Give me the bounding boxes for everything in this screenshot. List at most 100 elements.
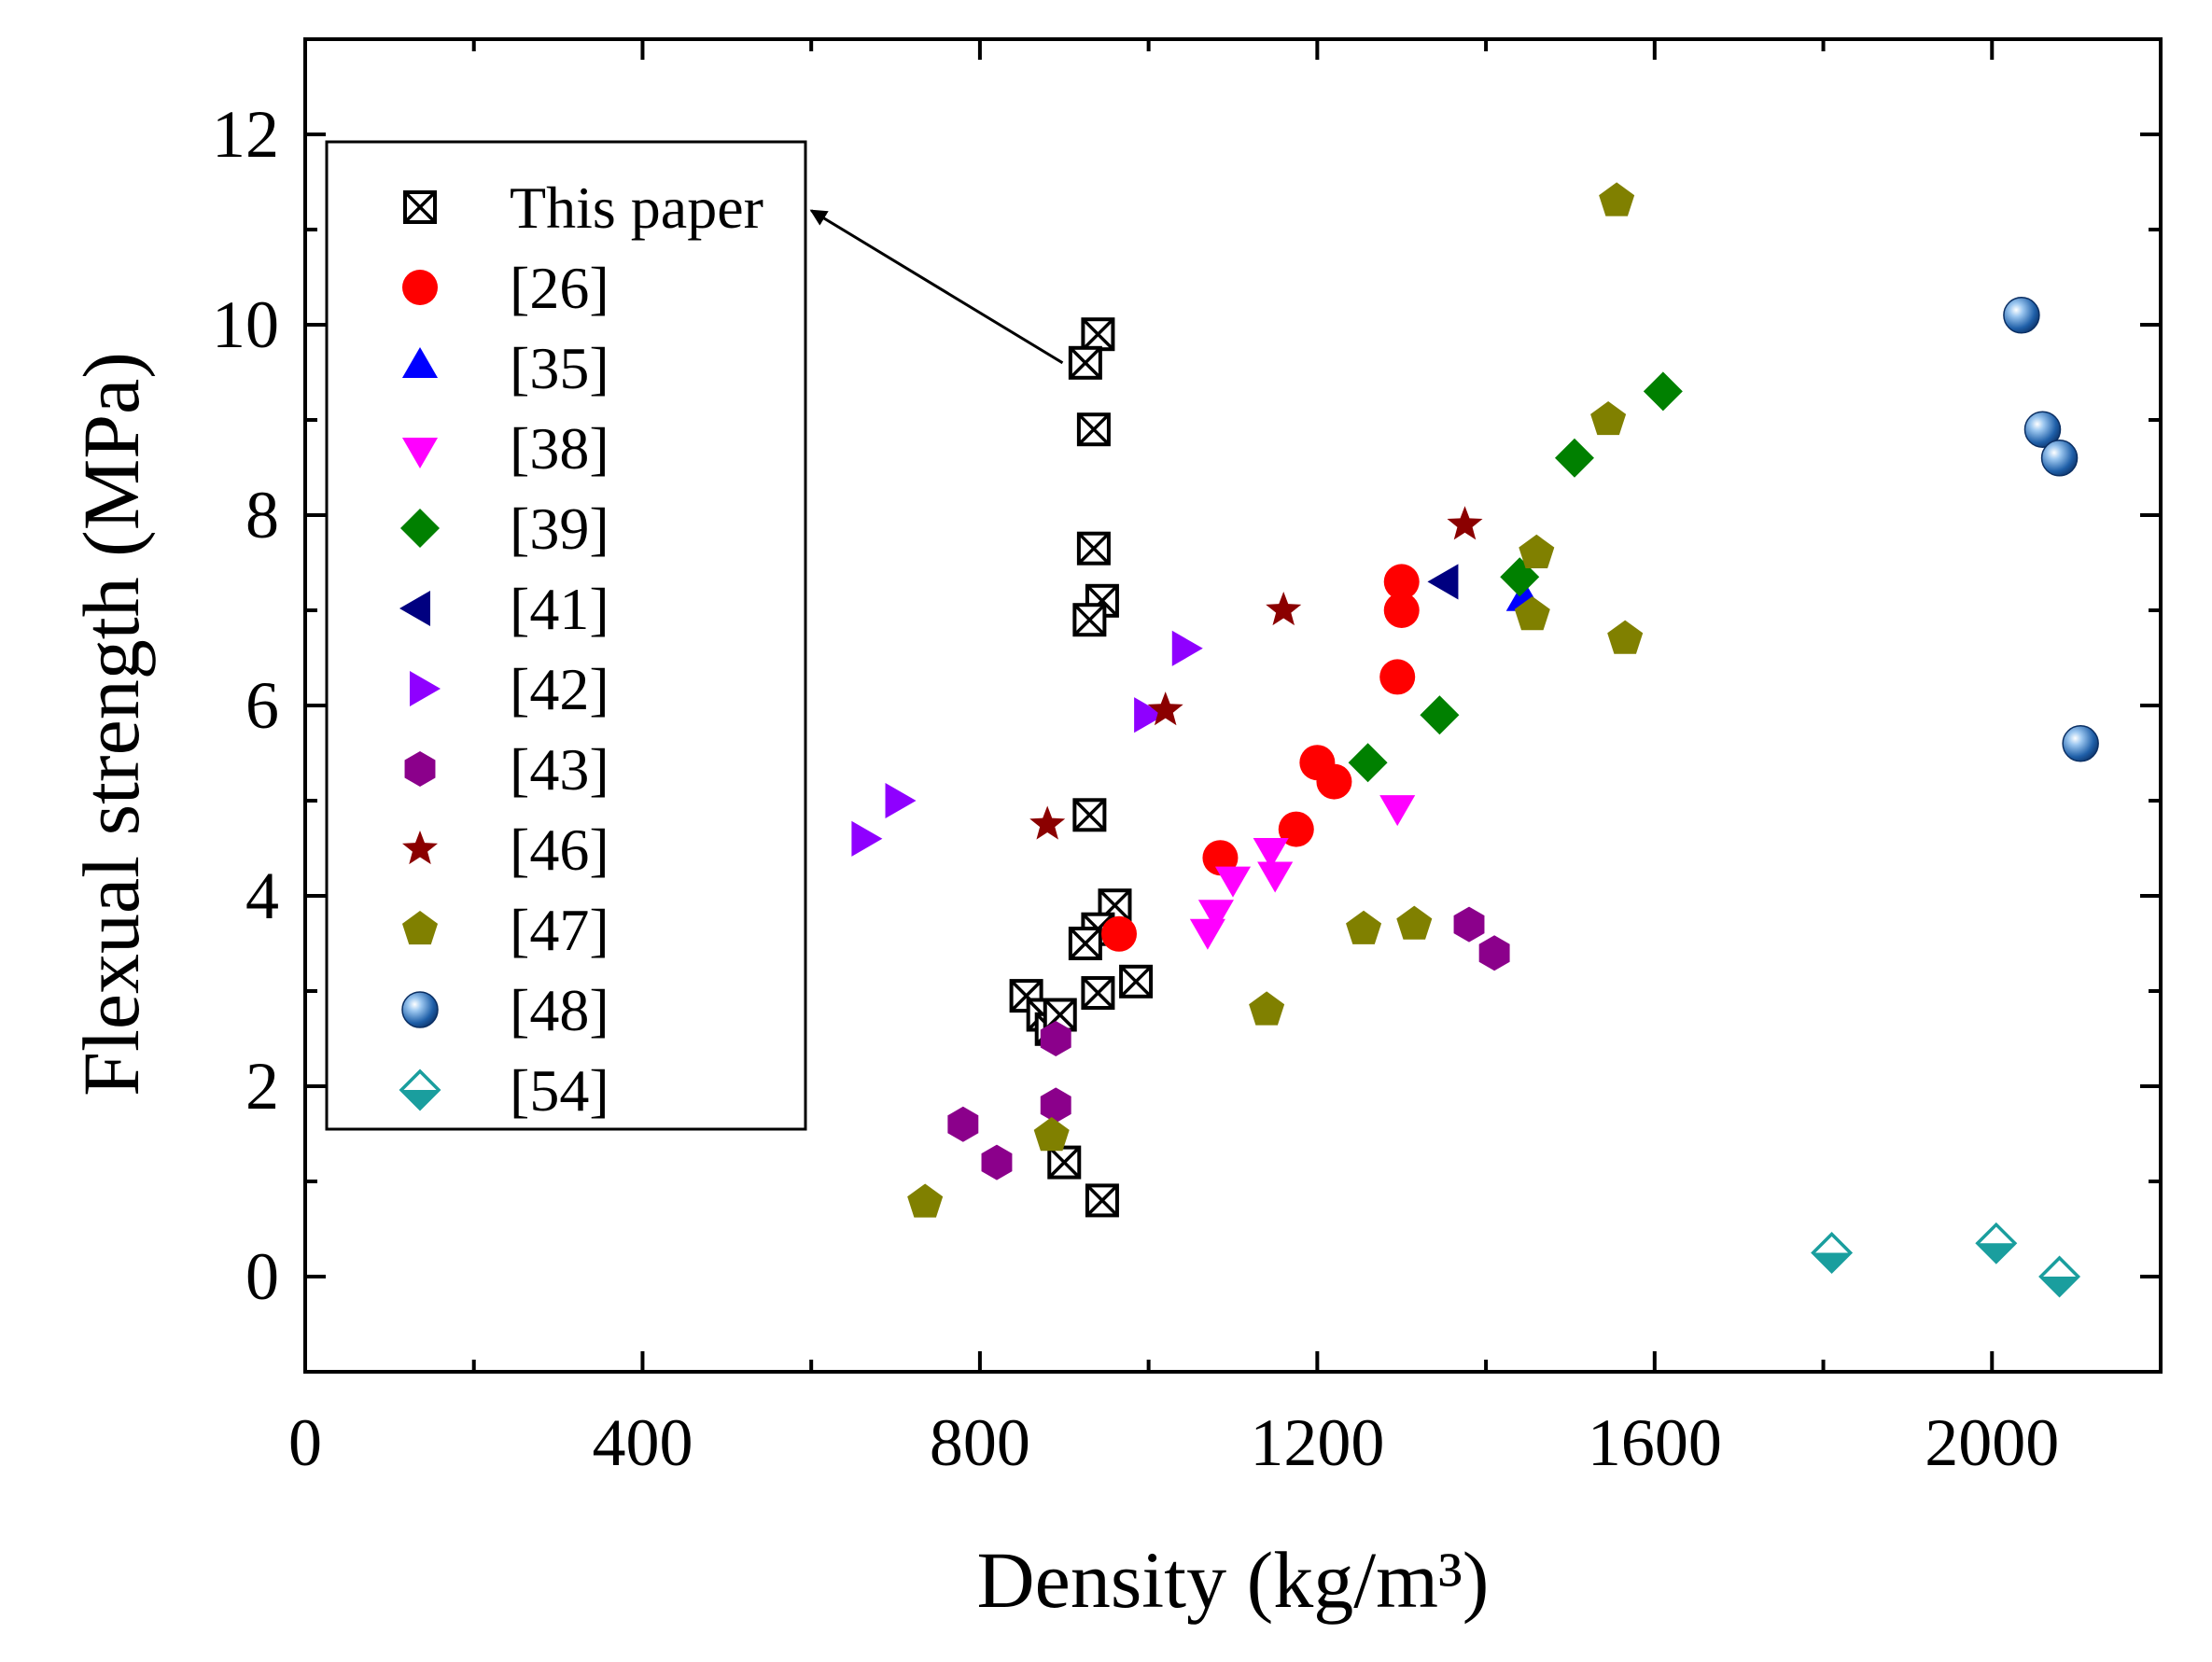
legend-marker <box>403 190 437 224</box>
data-point <box>1068 345 1102 380</box>
legend-label: [42] <box>510 656 609 722</box>
data-point <box>1975 1222 2018 1264</box>
data-point <box>2062 725 2099 762</box>
data-point <box>1033 1117 1070 1152</box>
data-point <box>1253 838 1289 869</box>
marker-triangle <box>401 347 439 378</box>
x-tick-label: 1200 <box>1250 1405 1384 1480</box>
y-tick-label: 2 <box>245 1049 279 1124</box>
marker-cross-b <box>1085 1184 1119 1217</box>
marker-pentagon <box>1346 910 1382 944</box>
data-point <box>2038 1255 2081 1298</box>
marker-pentagon <box>907 1183 944 1218</box>
series-0 <box>1009 317 1154 1218</box>
marker-circle <box>1383 593 1420 628</box>
data-point <box>1085 1183 1119 1218</box>
marker-triangle <box>1197 900 1234 931</box>
marker-triangle <box>401 438 439 468</box>
marker-star <box>1266 592 1302 626</box>
marker-diamond <box>1554 438 1594 478</box>
data-point <box>1514 596 1550 631</box>
marker-cross-b <box>1082 976 1114 1010</box>
legend-marker <box>399 1068 441 1111</box>
x-tick-label: 0 <box>288 1405 322 1480</box>
marker-cross-b <box>1119 965 1153 999</box>
marker-diamond-outline <box>1811 1232 1854 1274</box>
legend-marker <box>401 831 439 865</box>
legend-marker <box>401 347 439 378</box>
y-axis-title: Flexual strength (MPa) <box>66 352 156 1096</box>
series-11 <box>1811 1222 2081 1298</box>
marker-triangle <box>1134 697 1166 733</box>
marker-triangle <box>1427 564 1459 600</box>
series-7 <box>947 906 1510 1180</box>
data-point <box>2023 411 2062 448</box>
marker-triangle <box>1257 861 1294 893</box>
marker-pentagon <box>1033 1117 1070 1152</box>
marker-pentagon <box>1519 534 1555 568</box>
data-point <box>1081 976 1115 1011</box>
data-point <box>1119 964 1154 999</box>
annotation <box>809 209 1064 365</box>
data-point <box>1346 910 1382 944</box>
series-9 <box>907 182 1644 1218</box>
y-tick-label: 10 <box>212 287 279 362</box>
series-4 <box>1348 371 1683 783</box>
marker-pentagon <box>1590 401 1627 436</box>
marker-diamond-outline <box>1975 1222 2018 1264</box>
data-point <box>1396 905 1433 940</box>
marker-cross-b <box>1077 412 1111 446</box>
marker-triangle <box>410 670 441 707</box>
legend-label: [38] <box>510 415 609 482</box>
data-point <box>1214 866 1252 898</box>
legend-marker <box>401 991 439 1028</box>
legend-label: [39] <box>510 496 609 562</box>
legend-marker <box>402 270 438 305</box>
marker-hexagon <box>1453 906 1485 943</box>
data-point <box>1197 900 1234 931</box>
x-tick-label: 1600 <box>1588 1405 1722 1480</box>
data-point <box>1519 534 1555 568</box>
marker-star <box>401 831 439 865</box>
data-point <box>1811 1232 1854 1274</box>
series-8 <box>1029 506 1483 840</box>
marker-hexagon <box>947 1106 979 1142</box>
data-point <box>1599 182 1635 216</box>
marker-triangle <box>885 782 917 819</box>
axes: 0 400 800 1200 1600 2000 0 2 4 6 8 10 12 Density (kg/… <box>66 37 2163 1625</box>
marker-cross-b <box>1073 799 1106 831</box>
data-point <box>1072 603 1107 637</box>
marker-cross-b <box>403 190 437 224</box>
marker-diamond-outline <box>2038 1255 2081 1298</box>
marker-triangle <box>851 820 883 857</box>
marker-diamond-top <box>2040 1258 2079 1277</box>
marker-diamond <box>1348 743 1388 783</box>
marker-diamond <box>400 509 440 548</box>
legend-marker <box>400 509 440 548</box>
data-point <box>1554 438 1594 478</box>
legend-label: This paper <box>510 175 763 241</box>
data-point <box>947 1106 979 1142</box>
y-tick-label: 8 <box>245 478 279 552</box>
marker-triangle <box>399 590 430 627</box>
marker-diamond <box>1643 371 1683 412</box>
marker-circle <box>1383 564 1420 600</box>
marker-hexagon <box>404 751 436 787</box>
data-point <box>1383 593 1420 628</box>
legend-marker <box>410 670 441 707</box>
marker-diamond <box>1420 695 1460 735</box>
marker-circle <box>1101 915 1138 952</box>
legend-marker <box>401 911 439 945</box>
data-point <box>1029 805 1066 840</box>
legend-label: [54] <box>510 1057 609 1124</box>
marker-circle <box>402 270 438 305</box>
data-point <box>1379 659 1416 695</box>
x-tick-label: 800 <box>930 1405 1030 1480</box>
data-point <box>1447 506 1483 540</box>
data-point <box>1147 691 1183 726</box>
marker-diamond-bottom <box>1977 1243 2015 1263</box>
marker-pentagon <box>401 911 439 945</box>
legend-label: [46] <box>510 817 609 883</box>
data-point <box>2040 440 2079 477</box>
